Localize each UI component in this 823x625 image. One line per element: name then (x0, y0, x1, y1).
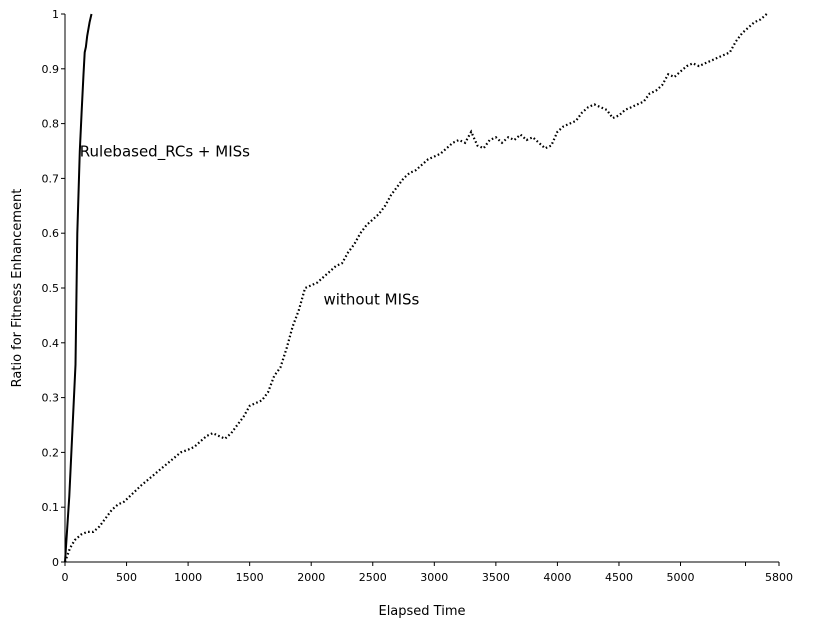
y-tick-label: 0 (52, 556, 59, 569)
x-axis-title: Elapsed Time (378, 604, 465, 619)
y-tick-label: 0.6 (42, 227, 60, 240)
y-tick-label: 0.5 (42, 282, 60, 295)
plot-area (63, 13, 768, 563)
x-tick-label: 1500 (236, 571, 264, 584)
y-tick-label: 0.9 (42, 63, 60, 76)
x-tick-label: 4500 (605, 571, 633, 584)
x-tick-label: 3000 (420, 571, 448, 584)
annotations: Rulebased_RCs + MISs without MISs (80, 142, 420, 308)
x-tick-label: 2500 (359, 571, 387, 584)
y-tick-label: 0.7 (42, 172, 60, 185)
x-tick-label: 5800 (765, 571, 793, 584)
y-tick-label: 1 (52, 8, 59, 21)
x-axis: 0 500 1000 1500 2000 2500 3000 3500 4000 4500 5000… (62, 561, 793, 584)
y-tick-label: 0.2 (42, 446, 60, 459)
y-axis: 0 0.1 0.2 0.3 0.4 0.5 0.6 0.7 0.8 0.9 1 (42, 8, 66, 569)
y-tick-label: 0.1 (42, 501, 60, 514)
x-tick-label: 0 (62, 571, 69, 584)
series-line-rulebased (64, 13, 93, 563)
y-axis-title: Ratio for Fitness Enhancement (10, 189, 25, 388)
y-tick-label: 0.4 (42, 337, 60, 350)
series-annotation: Rulebased_RCs + MISs (80, 142, 250, 161)
series-line-without-miss (63, 13, 768, 563)
y-tick-label: 0.8 (42, 118, 60, 131)
x-tick-label: 500 (116, 571, 137, 584)
x-tick-label: 1000 (174, 571, 202, 584)
y-tick-label: 0.3 (42, 392, 60, 405)
x-tick-label: 5000 (667, 571, 695, 584)
series-annotation: without MISs (324, 290, 420, 308)
x-tick-label: 4000 (543, 571, 571, 584)
x-tick-label: 2000 (297, 571, 325, 584)
x-tick-label: 3500 (482, 571, 510, 584)
